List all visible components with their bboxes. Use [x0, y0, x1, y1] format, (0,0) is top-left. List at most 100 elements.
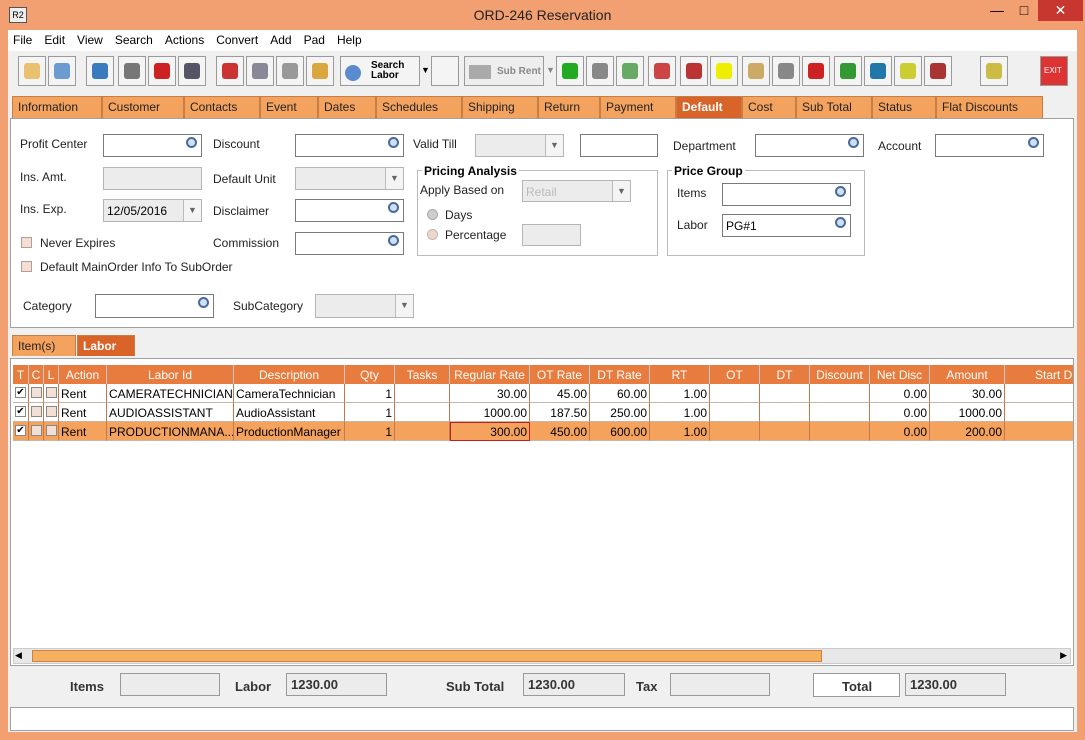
toolbar-button[interactable] [18, 56, 46, 86]
table-cell[interactable] [395, 384, 450, 403]
checkbox[interactable] [21, 237, 32, 248]
scroll-left[interactable]: ◀ [15, 650, 22, 660]
table-cell[interactable]: Rent [59, 422, 107, 441]
table-cell[interactable] [1005, 384, 1073, 403]
table-cell[interactable]: 1000.00 [450, 403, 530, 422]
toolbar-button[interactable] [586, 56, 614, 86]
table-cell[interactable]: 250.00 [590, 403, 650, 422]
items-price-group-input[interactable] [722, 183, 851, 206]
minimize-button[interactable]: — [990, 2, 1004, 18]
table-cell[interactable] [760, 422, 810, 441]
table-cell[interactable] [44, 403, 59, 422]
ins-exp-input[interactable]: ▼ 12/05/2016 [103, 199, 202, 222]
horizontal-scrollbar[interactable]: ◀ ▶ [13, 648, 1071, 664]
tab[interactable]: Event [260, 96, 318, 118]
column-header[interactable]: OT Rate [530, 365, 590, 384]
table-cell[interactable] [29, 403, 44, 422]
column-header[interactable]: T [13, 365, 29, 384]
toolbar-button[interactable] [556, 56, 584, 86]
toolbar-button[interactable] [834, 56, 862, 86]
column-header[interactable]: DT [760, 365, 810, 384]
search-labor-button[interactable]: Search Labor [340, 56, 420, 86]
account-input[interactable] [935, 134, 1044, 157]
toolbar-button[interactable] [980, 56, 1008, 86]
table-cell[interactable]: Rent [59, 403, 107, 422]
toolbar-button[interactable] [802, 56, 830, 86]
table-cell[interactable] [395, 422, 450, 441]
tab[interactable]: Return [538, 96, 600, 118]
table-cell[interactable]: 450.00 [530, 422, 590, 441]
table-cell[interactable]: 1 [345, 384, 395, 403]
menu-item[interactable]: Pad [303, 33, 325, 47]
toolbar-button[interactable] [118, 56, 146, 86]
toolbar-button[interactable] [924, 56, 952, 86]
labor-price-group-input[interactable]: PG#1 [722, 214, 851, 237]
toolbar-button[interactable] [710, 56, 738, 86]
menu-item[interactable]: Search [114, 33, 153, 47]
category-input[interactable] [95, 294, 214, 318]
column-header[interactable]: OT [710, 365, 760, 384]
row-checkbox[interactable] [31, 387, 42, 398]
toolbar-button[interactable] [680, 56, 708, 86]
table-cell[interactable]: 200.00 [930, 422, 1005, 441]
table-cell[interactable]: 30.00 [450, 384, 530, 403]
tab[interactable]: Cost [742, 96, 796, 118]
column-header[interactable]: Discount [810, 365, 870, 384]
toolbar-button[interactable] [148, 56, 176, 86]
row-checkbox[interactable] [31, 406, 42, 417]
table-cell[interactable] [44, 422, 59, 441]
sub-tab[interactable]: Labor [77, 335, 135, 356]
row-checkbox[interactable]: ✔ [15, 406, 26, 417]
toolbar-button[interactable] [306, 56, 334, 86]
table-cell[interactable] [1005, 403, 1073, 422]
table-cell[interactable]: 0.00 [870, 422, 930, 441]
table-cell[interactable]: 187.50 [530, 403, 590, 422]
menu-item[interactable]: File [13, 33, 33, 47]
row-checkbox[interactable] [46, 387, 57, 398]
table-cell[interactable] [1005, 422, 1073, 441]
table-cell[interactable] [810, 384, 870, 403]
row-checkbox[interactable] [46, 425, 57, 436]
table-cell[interactable] [29, 384, 44, 403]
table-cell[interactable]: 1 [345, 403, 395, 422]
table-cell[interactable]: 30.00 [930, 384, 1005, 403]
table-cell[interactable]: ✔ [13, 422, 29, 441]
column-header[interactable]: RT [650, 365, 710, 384]
toolbar-button[interactable] [772, 56, 800, 86]
apply-based-on-combo[interactable]: ▼ Retail [522, 180, 631, 202]
column-header[interactable]: Description [234, 365, 345, 384]
table-cell[interactable]: CAMERATECHNICIAN [107, 384, 234, 403]
scroll-thumb[interactable] [32, 650, 822, 662]
toolbar-button[interactable] [86, 56, 114, 86]
toolbar-button[interactable] [276, 56, 304, 86]
table-cell[interactable] [710, 422, 760, 441]
table-cell[interactable]: 1.00 [650, 384, 710, 403]
sub-rent-button[interactable]: Sub Rent [464, 56, 544, 86]
table-cell[interactable]: 1000.00 [930, 403, 1005, 422]
column-header[interactable]: DT Rate [590, 365, 650, 384]
ins-amt-input[interactable] [103, 167, 202, 190]
table-cell[interactable] [760, 403, 810, 422]
column-header[interactable]: Net Disc [870, 365, 930, 384]
menu-item[interactable]: Add [270, 33, 292, 47]
tab[interactable]: Customer [102, 96, 184, 118]
column-header[interactable]: Labor Id [107, 365, 234, 384]
radio[interactable] [427, 229, 438, 240]
tab[interactable]: Information [12, 96, 102, 118]
table-cell[interactable]: 1 [345, 422, 395, 441]
toolbar-button[interactable] [216, 56, 244, 86]
scroll-right[interactable]: ▶ [1060, 650, 1067, 660]
toolbar-button[interactable] [178, 56, 206, 86]
table-cell[interactable]: 1.00 [650, 422, 710, 441]
table-cell[interactable]: 300.00 [450, 422, 530, 441]
table-cell[interactable]: ✔ [13, 403, 29, 422]
tab[interactable]: Default [676, 96, 742, 118]
tab[interactable]: Dates [318, 96, 376, 118]
valid-till-input[interactable] [580, 134, 658, 157]
table-cell[interactable] [810, 422, 870, 441]
table-cell[interactable] [710, 384, 760, 403]
valid-till-combo[interactable]: ▼ [475, 134, 564, 157]
table-cell[interactable]: AUDIOASSISTANT [107, 403, 234, 422]
toolbar-button[interactable] [48, 56, 76, 86]
table-cell[interactable] [44, 384, 59, 403]
